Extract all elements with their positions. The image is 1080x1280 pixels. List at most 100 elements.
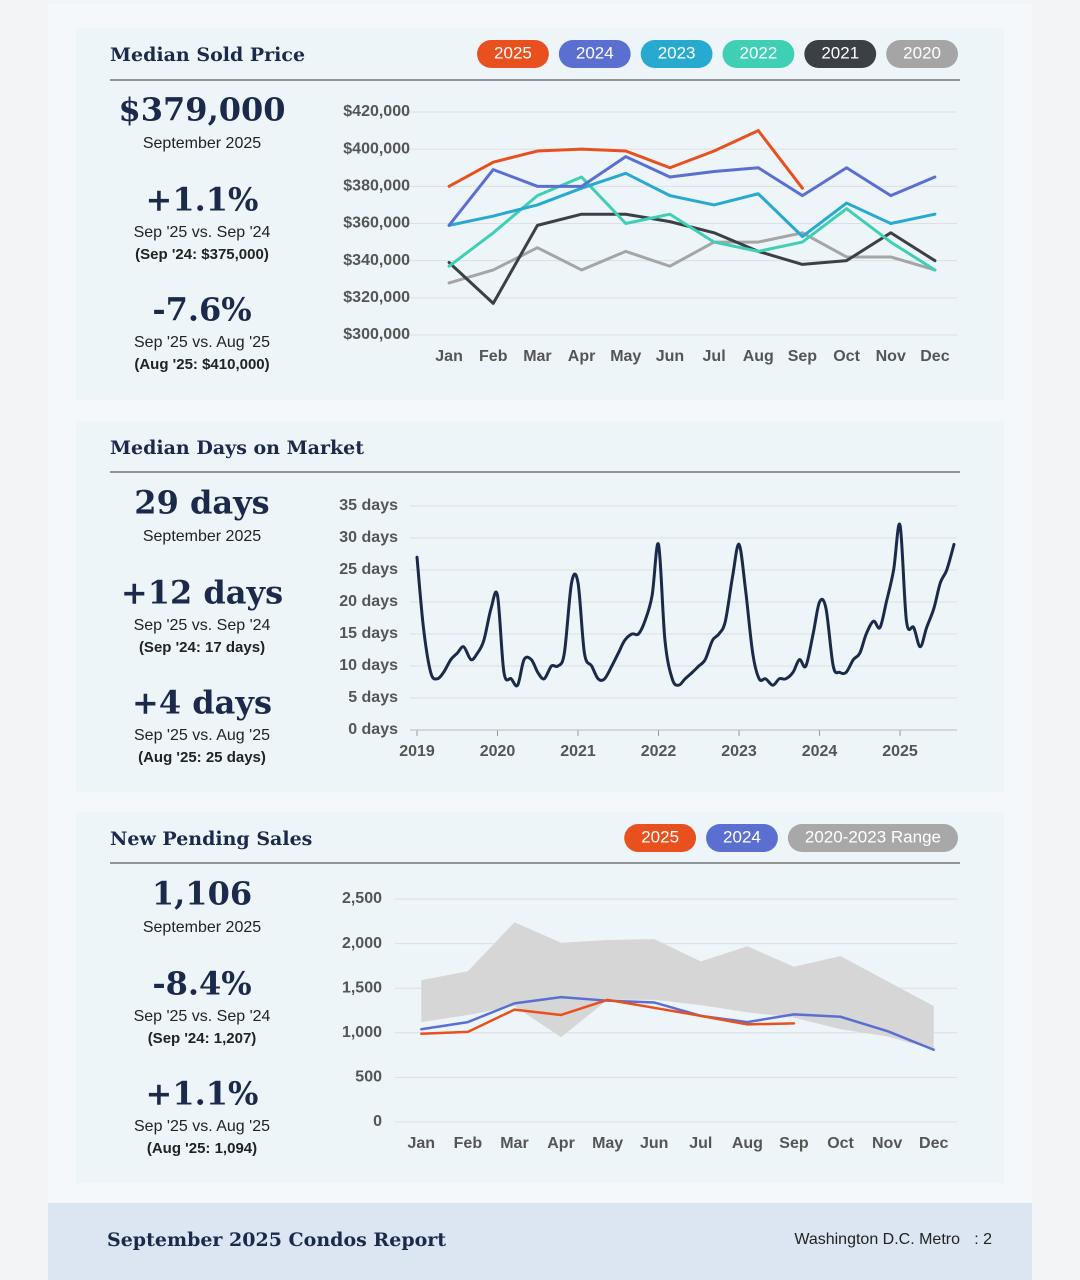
footer-page: : 2 bbox=[974, 1231, 992, 1248]
chart-title: Median Sold Price bbox=[110, 44, 305, 66]
change-label: Sep '25 vs. Aug '25 bbox=[134, 1118, 270, 1135]
series-line bbox=[447, 155, 937, 227]
legend-pill bbox=[787, 824, 958, 852]
y-tick-label: $340,000 bbox=[343, 252, 410, 269]
y-tick-label: 1,000 bbox=[342, 1024, 382, 1041]
stat-value: $379,000 bbox=[119, 91, 286, 129]
footer-title: September 2025 Condos Report bbox=[107, 1229, 446, 1251]
change-value: +1.1% bbox=[146, 1075, 259, 1113]
y-tick-label: $380,000 bbox=[343, 178, 410, 195]
change-detail: (Aug '25: $410,000) bbox=[134, 356, 269, 373]
x-tick-label: Jul bbox=[703, 348, 726, 365]
y-tick-label: 35 days bbox=[339, 497, 398, 514]
x-tick-label: 2020 bbox=[480, 743, 516, 760]
legend-label: 2024 bbox=[723, 827, 761, 846]
legend-pill bbox=[722, 40, 795, 68]
x-tick-label: May bbox=[592, 1135, 623, 1152]
legend-label: 2025 bbox=[494, 43, 532, 62]
y-tick-label: $300,000 bbox=[343, 326, 410, 343]
y-tick-label: 2,500 bbox=[342, 890, 382, 907]
legend-pill bbox=[640, 40, 713, 68]
x-tick-label: Nov bbox=[876, 348, 906, 365]
x-tick-label: Jul bbox=[689, 1135, 712, 1152]
y-tick-label: $420,000 bbox=[343, 103, 410, 120]
change-value: +1.1% bbox=[146, 181, 259, 219]
series-line bbox=[447, 171, 937, 239]
x-tick-label: 2022 bbox=[641, 743, 677, 760]
x-tick-label: Mar bbox=[523, 348, 551, 365]
x-tick-label: 2021 bbox=[560, 743, 596, 760]
legend-pill bbox=[804, 40, 877, 68]
chart-title: New Pending Sales bbox=[110, 828, 312, 850]
y-tick-label: 1,500 bbox=[342, 979, 382, 996]
legend-label: 2020-2023 Range bbox=[805, 827, 941, 846]
stat-period: September 2025 bbox=[143, 135, 261, 152]
x-tick-label: Jun bbox=[640, 1135, 668, 1152]
x-tick-label: Dec bbox=[919, 1135, 948, 1152]
x-tick-label: Aug bbox=[732, 1135, 763, 1152]
legend-label: 2022 bbox=[740, 43, 778, 62]
panel bbox=[76, 28, 1004, 400]
x-tick-label: Sep bbox=[788, 348, 818, 365]
y-tick-label: 500 bbox=[355, 1069, 382, 1086]
legend-pill bbox=[624, 824, 697, 852]
x-tick-label: May bbox=[610, 348, 641, 365]
change-label: Sep '25 vs. Aug '25 bbox=[134, 727, 270, 744]
x-tick-label: 2024 bbox=[802, 743, 838, 760]
x-tick-label: Nov bbox=[872, 1135, 902, 1152]
y-tick-label: $400,000 bbox=[343, 140, 410, 157]
x-tick-label: Jan bbox=[408, 1135, 436, 1152]
change-detail: (Sep '24: 1,207) bbox=[148, 1030, 257, 1047]
change-label: Sep '25 vs. Sep '24 bbox=[134, 224, 271, 241]
y-tick-label: 2,000 bbox=[342, 935, 382, 952]
change-value: +12 days bbox=[121, 574, 283, 612]
change-label: Sep '25 vs. Aug '25 bbox=[134, 334, 270, 351]
legend-label: 2024 bbox=[576, 43, 614, 62]
legend-pill bbox=[558, 40, 631, 68]
change-detail: (Sep '24: $375,000) bbox=[135, 246, 269, 263]
change-detail: (Aug '25: 25 days) bbox=[138, 749, 266, 766]
footer-band bbox=[48, 1203, 1032, 1280]
change-value: +4 days bbox=[132, 684, 272, 722]
change-detail: (Sep '24: 17 days) bbox=[139, 639, 265, 656]
change-label: Sep '25 vs. Sep '24 bbox=[134, 617, 271, 634]
legend-pill bbox=[477, 40, 549, 68]
y-tick-label: 15 days bbox=[339, 625, 398, 642]
y-tick-label: 25 days bbox=[339, 561, 398, 578]
stat-period: September 2025 bbox=[143, 528, 261, 545]
stat-value: 29 days bbox=[134, 484, 269, 522]
y-tick-label: 0 days bbox=[348, 721, 398, 738]
footer-region: Washington D.C. Metro bbox=[794, 1231, 960, 1248]
x-tick-label: Jun bbox=[656, 348, 684, 365]
change-value: -7.6% bbox=[152, 291, 251, 329]
x-tick-label: Jan bbox=[435, 348, 463, 365]
y-tick-label: $360,000 bbox=[343, 215, 410, 232]
y-tick-label: 20 days bbox=[339, 593, 398, 610]
legend-label: 2020 bbox=[903, 43, 941, 62]
x-tick-label: 2025 bbox=[882, 743, 918, 760]
legend-label: 2025 bbox=[641, 827, 679, 846]
stat-value: 1,106 bbox=[152, 875, 252, 913]
x-tick-label: 2023 bbox=[721, 743, 757, 760]
series-line bbox=[420, 995, 935, 1051]
x-tick-label: Oct bbox=[827, 1135, 854, 1152]
series-line bbox=[420, 998, 796, 1035]
legend-label: 2021 bbox=[821, 43, 859, 62]
x-tick-label: Mar bbox=[500, 1135, 528, 1152]
x-tick-label: Feb bbox=[479, 348, 508, 365]
x-tick-label: Sep bbox=[779, 1135, 809, 1152]
y-tick-label: 5 days bbox=[348, 689, 398, 706]
change-value: -8.4% bbox=[152, 965, 251, 1003]
chart-title: Median Days on Market bbox=[110, 437, 364, 459]
x-tick-label: Apr bbox=[568, 348, 596, 365]
x-tick-label: Dec bbox=[920, 348, 949, 365]
y-tick-label: $320,000 bbox=[343, 289, 410, 306]
x-tick-label: Aug bbox=[743, 348, 774, 365]
x-tick-label: Feb bbox=[454, 1135, 483, 1152]
y-tick-label: 0 bbox=[373, 1113, 382, 1130]
range-area bbox=[421, 922, 934, 1050]
series-line bbox=[415, 522, 956, 688]
change-label: Sep '25 vs. Sep '24 bbox=[134, 1008, 271, 1025]
